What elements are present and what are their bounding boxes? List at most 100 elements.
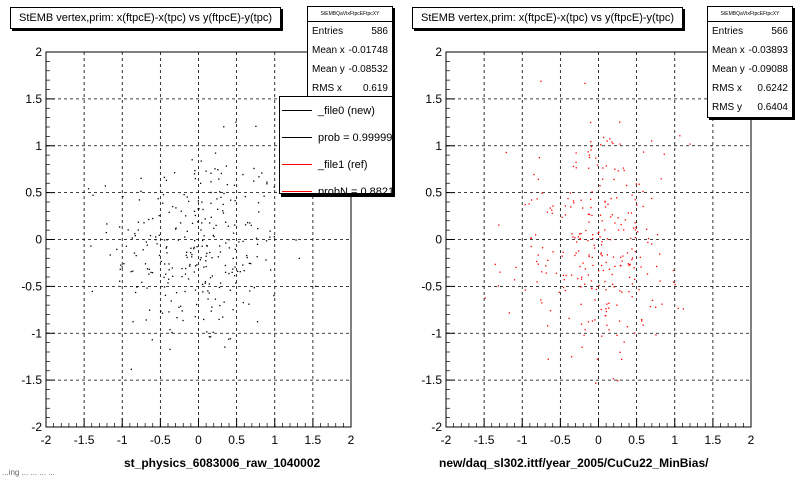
scatter-point <box>588 221 590 223</box>
scatter-point <box>558 291 560 294</box>
scatter-point <box>148 268 151 271</box>
x-tick-label: 1.5 <box>305 433 322 447</box>
scatter-point <box>151 272 154 274</box>
scatter-point <box>183 193 185 196</box>
left-file-label: st_physics_6083006_raw_1040002 <box>124 456 321 470</box>
scatter-point <box>582 262 584 264</box>
scatter-point <box>555 272 558 274</box>
scatter-point <box>167 282 169 284</box>
y-tick-label: -1.5 <box>21 373 42 387</box>
scatter-point <box>635 183 637 185</box>
scatter-point <box>567 197 569 200</box>
scatter-point <box>572 165 575 168</box>
scatter-point <box>228 247 230 249</box>
y-tick-label: 1 <box>435 139 442 153</box>
scatter-point <box>605 261 607 264</box>
scatter-point <box>585 229 587 232</box>
scatter-point <box>209 336 212 338</box>
scatter-point <box>587 321 590 323</box>
scatter-point <box>599 184 601 187</box>
scatter-point <box>205 170 207 172</box>
scatter-point <box>208 283 211 285</box>
scatter-point <box>181 310 183 312</box>
scatter-point <box>595 288 598 291</box>
scatter-point <box>235 121 237 123</box>
scatter-point <box>150 271 152 274</box>
scatter-point <box>594 319 596 321</box>
scatter-point <box>612 142 614 145</box>
scatter-point <box>633 267 635 269</box>
scatter-point <box>269 236 271 238</box>
scatter-point <box>219 304 221 307</box>
scatter-point <box>202 291 204 293</box>
scatter-point <box>229 199 232 201</box>
scatter-point <box>540 299 542 301</box>
scatter-point <box>178 306 180 308</box>
scatter-point <box>689 143 691 145</box>
scatter-point <box>165 179 168 182</box>
x-tick-label: -2 <box>41 433 52 447</box>
scatter-point <box>597 232 599 234</box>
scatter-point <box>232 308 234 311</box>
scatter-point <box>551 209 553 211</box>
scatter-point <box>168 211 170 214</box>
scatter-point <box>600 308 602 311</box>
scatter-point <box>197 221 199 223</box>
scatter-point <box>127 229 129 231</box>
scatter-point <box>582 207 584 209</box>
scatter-point <box>160 310 162 313</box>
scatter-point <box>599 214 602 216</box>
x-tick-label: 0 <box>195 433 202 447</box>
scatter-point <box>87 188 90 190</box>
scatter-point <box>219 282 222 284</box>
scatter-point <box>570 206 572 208</box>
scatter-point <box>672 281 675 283</box>
scatter-point <box>484 297 486 299</box>
scatter-point <box>145 319 147 321</box>
scatter-point <box>627 212 630 214</box>
scatter-point <box>647 237 650 240</box>
scatter-point <box>191 256 193 258</box>
left-plot-panel: -2 -1.5 -1 -0.5 0 0.5 1 1.5 2 -2 -1.5 -1 -0.5 0 0.5 1 1.… <box>10 6 393 470</box>
scatter-point <box>244 224 247 226</box>
scatter-point <box>639 256 641 259</box>
scatter-point <box>588 167 590 169</box>
scatter-point <box>253 286 255 289</box>
y-tick-label: -2 <box>431 420 442 434</box>
legend-line-icon <box>282 137 312 138</box>
scatter-point <box>594 299 596 301</box>
scatter-point <box>201 283 204 286</box>
scatter-point <box>233 184 236 186</box>
scatter-point <box>575 241 578 243</box>
scatter-point <box>634 332 636 334</box>
scatter-point <box>630 237 632 240</box>
scatter-point <box>606 254 609 256</box>
x-tick-label: 2 <box>348 433 355 447</box>
scatter-point <box>223 301 225 303</box>
scatter-point <box>163 286 166 288</box>
scatter-point <box>134 291 137 294</box>
scatter-point <box>123 263 125 265</box>
scatter-point <box>571 233 573 235</box>
scatter-point <box>631 194 633 196</box>
scatter-point <box>196 264 198 266</box>
scatter-point <box>626 326 629 328</box>
scatter-point <box>234 199 236 202</box>
legend-item-probn: probN = 0.882187 <box>280 178 392 193</box>
scatter-point <box>580 323 583 325</box>
scatter-point <box>232 268 234 270</box>
scatter-point <box>222 316 224 318</box>
scatter-point <box>588 213 591 216</box>
scatter-point <box>498 224 500 226</box>
scatter-point <box>609 138 611 140</box>
legend-item-file1: _file1 (ref) <box>280 151 392 178</box>
scatter-point <box>222 203 224 206</box>
scatter-point <box>218 318 220 321</box>
scatter-point <box>594 247 596 249</box>
scatter-point <box>590 206 592 209</box>
scatter-point <box>601 240 603 243</box>
scatter-point <box>189 263 191 266</box>
scatter-point <box>617 229 620 231</box>
scatter-point <box>619 351 621 353</box>
scatter-point <box>194 169 196 172</box>
